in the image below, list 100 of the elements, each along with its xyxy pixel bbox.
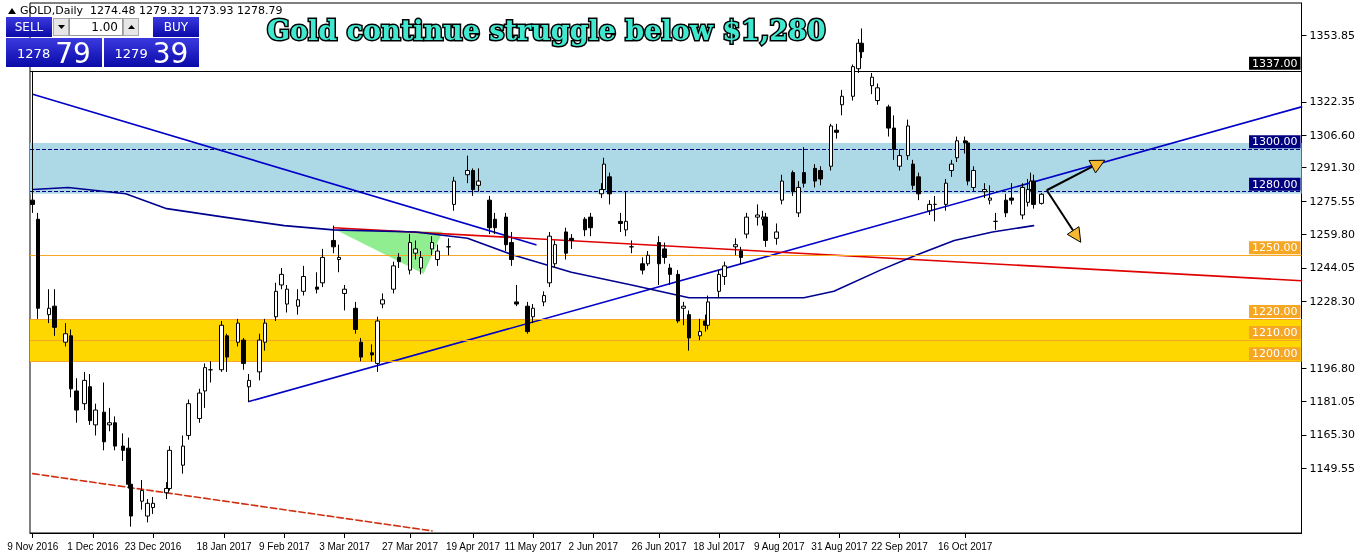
- candlestick: [906, 119, 910, 161]
- y-tick-label: 1196.80: [1309, 361, 1356, 375]
- ref-line-label: 1300.00: [1252, 135, 1298, 149]
- candlestick: [430, 235, 434, 256]
- y-tick-label: 1181.05: [1309, 394, 1356, 408]
- ref-line-label: 1220.00: [1252, 304, 1298, 318]
- candlestick: [419, 250, 423, 275]
- candlestick: [514, 284, 519, 307]
- x-tick-label: 16 Oct 2017: [937, 540, 993, 552]
- candlestick: [279, 267, 284, 290]
- candlestick: [380, 292, 385, 309]
- y-tick-label: 1322.35: [1309, 95, 1356, 109]
- candlestick: [840, 89, 844, 116]
- candlestick: [993, 212, 998, 231]
- candlestick: [668, 263, 672, 286]
- candlestick: [755, 203, 760, 227]
- candlestick: [698, 318, 702, 341]
- x-tick-label: 3 Mar 2017: [319, 540, 371, 552]
- candlestick: [296, 288, 300, 316]
- ref-line-label: 1200.00: [1252, 347, 1298, 361]
- candlestick: [331, 225, 336, 254]
- x-tick-label: 22 Sep 2017: [871, 540, 929, 552]
- candlestick: [301, 265, 306, 297]
- annotation: 79: [55, 37, 91, 70]
- candlestick: [629, 239, 634, 254]
- x-tick-label: 9 Aug 2017: [753, 540, 805, 552]
- annotation: SELL: [14, 20, 44, 34]
- candlestick: [285, 284, 289, 314]
- x-tick-label: 9 Nov 2016: [7, 540, 59, 552]
- candlestick: [802, 146, 806, 188]
- candlestick: [74, 377, 79, 424]
- y-tick-label: 1306.60: [1309, 128, 1356, 142]
- candlestick: [140, 479, 144, 511]
- candlestick: [359, 337, 363, 362]
- candlestick: [446, 237, 451, 256]
- candlestick: [933, 195, 937, 222]
- ref-line-label: 1280.00: [1252, 177, 1298, 191]
- candlestick: [181, 434, 185, 475]
- candlestick: [744, 212, 749, 239]
- y-tick-label: 1244.05: [1309, 261, 1356, 275]
- candlestick: [949, 159, 954, 178]
- x-tick-label: 9 Feb 2017: [259, 540, 311, 552]
- candlestick: [274, 282, 278, 322]
- chart-subtitle: GOLD,Daily 1274.48 1279.32 1273.93 1278.79: [20, 4, 283, 17]
- candlestick: [208, 360, 213, 383]
- x-tick-label: 2 Jun 2017: [568, 540, 619, 552]
- candlestick: [763, 212, 768, 248]
- candlestick: [982, 182, 987, 199]
- x-tick-label: 18 Jul 2017: [693, 540, 746, 552]
- candlestick: [315, 271, 319, 294]
- x-tick-label: 26 Jun 2017: [631, 540, 687, 552]
- candlestick: [186, 398, 191, 441]
- candlestick: [391, 261, 396, 294]
- y-tick-label: 1259.80: [1309, 228, 1356, 241]
- candlestick: [944, 178, 948, 212]
- x-tick-label: 11 May 2017: [504, 540, 563, 552]
- buy-button[interactable]: BUY: [153, 17, 199, 37]
- candlestick: [733, 237, 738, 256]
- candlestick: [247, 373, 251, 403]
- annotation: BUY: [163, 20, 189, 34]
- candlestick: [875, 83, 880, 106]
- y-tick-label: 1149.55: [1309, 461, 1356, 475]
- x-tick-label: 31 Aug 2017: [811, 540, 868, 552]
- candlestick: [706, 295, 710, 330]
- candlestick: [542, 290, 546, 307]
- lot-size-field[interactable]: 1.00: [69, 18, 123, 36]
- ref-line-label: 1250.00: [1252, 241, 1298, 255]
- candlestick: [739, 246, 743, 265]
- candlestick: [36, 212, 40, 320]
- ref-line-label: 1337.00: [1252, 56, 1298, 70]
- y-tick-label: 1228.30: [1309, 294, 1356, 308]
- y-tick-label: 1165.30: [1309, 428, 1356, 442]
- text: Gold continue struggle below $1,280: [267, 15, 826, 46]
- annotation: 1279: [114, 46, 148, 61]
- y-tick-label: 1291.30: [1309, 161, 1356, 175]
- y-tick-label: 1353.85: [1309, 28, 1356, 42]
- sell-button[interactable]: SELL: [6, 17, 52, 37]
- candlestick: [353, 301, 358, 335]
- candlestick: [435, 244, 440, 267]
- candlestick: [452, 176, 456, 212]
- candlestick: [397, 252, 401, 269]
- candlestick: [197, 388, 202, 424]
- candlestick: [687, 309, 691, 352]
- candlestick: [1039, 192, 1044, 206]
- line-series: [31, 186, 1035, 299]
- x-tick-label: 19 Apr 2017: [446, 540, 501, 552]
- candlestick: [774, 222, 779, 246]
- candlestick: [780, 174, 784, 205]
- candlestick: [927, 199, 932, 216]
- x-tick-label: 23 Dec 2016: [124, 540, 182, 552]
- candlestick: [955, 136, 959, 163]
- ref-line-label: 1210.00: [1252, 326, 1298, 340]
- x-tick-label: 27 Mar 2017: [382, 540, 439, 552]
- candlestick: [342, 284, 347, 311]
- annotation: 1.00: [91, 20, 118, 34]
- x-tick-label: 1 Dec 2016: [67, 540, 119, 552]
- annotation: 1278: [17, 46, 51, 61]
- annotation: 39: [152, 37, 189, 70]
- y-tick-label: 1275.55: [1309, 194, 1356, 208]
- candlestick: [897, 148, 902, 171]
